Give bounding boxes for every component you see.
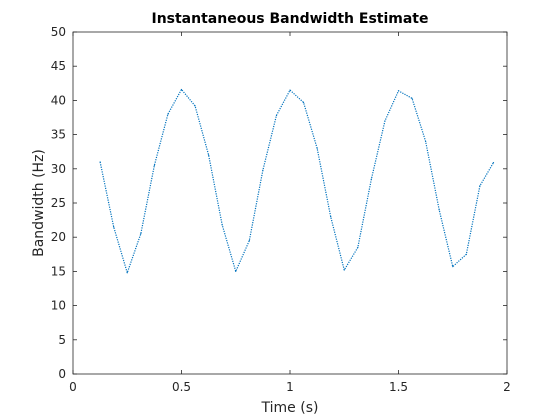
data-point <box>262 169 264 171</box>
data-point <box>316 147 318 149</box>
data-point <box>397 90 400 92</box>
data-point <box>113 226 115 228</box>
data-point <box>330 216 332 218</box>
data-point <box>425 140 427 143</box>
x-axis-label: Time (s) <box>261 400 319 416</box>
data-point <box>452 266 454 268</box>
data-point <box>248 240 250 242</box>
y-tick-label: 0 <box>58 367 66 381</box>
data-point <box>194 105 196 107</box>
data-point <box>221 224 223 226</box>
x-tick-label: 0.5 <box>172 380 191 394</box>
chart-title: Instantaneous Bandwidth Estimate <box>151 11 428 27</box>
data-point <box>180 88 183 91</box>
data-point <box>153 164 155 166</box>
y-tick-label: 45 <box>51 59 66 73</box>
data-point <box>140 233 142 235</box>
y-tick-label: 50 <box>51 25 66 39</box>
data-point <box>438 209 440 211</box>
x-tick-label: 1 <box>286 380 294 394</box>
data-point <box>208 154 210 156</box>
x-tick-label: 2 <box>503 380 511 394</box>
y-tick-label: 35 <box>51 128 66 142</box>
x-tick-label: 1.5 <box>389 380 408 394</box>
bandwidth-line <box>99 88 494 275</box>
data-point <box>126 272 128 274</box>
data-point <box>302 101 305 104</box>
data-point <box>235 270 237 272</box>
data-series-group <box>99 88 495 275</box>
data-point <box>492 162 495 164</box>
y-tick-label: 5 <box>58 333 66 347</box>
y-tick-label: 15 <box>51 264 66 278</box>
y-tick-label: 30 <box>51 162 66 176</box>
data-point <box>167 113 169 115</box>
data-point <box>343 269 345 271</box>
y-axis-label: Bandwidth (Hz) <box>31 149 47 257</box>
y-tick-label: 20 <box>51 230 66 244</box>
data-point <box>479 185 481 187</box>
x-tick-label: 0 <box>69 380 77 394</box>
data-point <box>289 89 291 91</box>
data-point <box>370 178 372 180</box>
data-point <box>384 120 386 122</box>
data-point <box>411 97 413 99</box>
plot-area <box>73 32 507 374</box>
data-point <box>465 253 467 255</box>
data-point <box>357 246 359 249</box>
y-tick-label: 10 <box>51 299 66 313</box>
y-tick-label: 40 <box>51 93 66 107</box>
y-tick-label: 25 <box>51 196 66 210</box>
data-point <box>99 161 101 163</box>
data-point <box>275 114 278 117</box>
